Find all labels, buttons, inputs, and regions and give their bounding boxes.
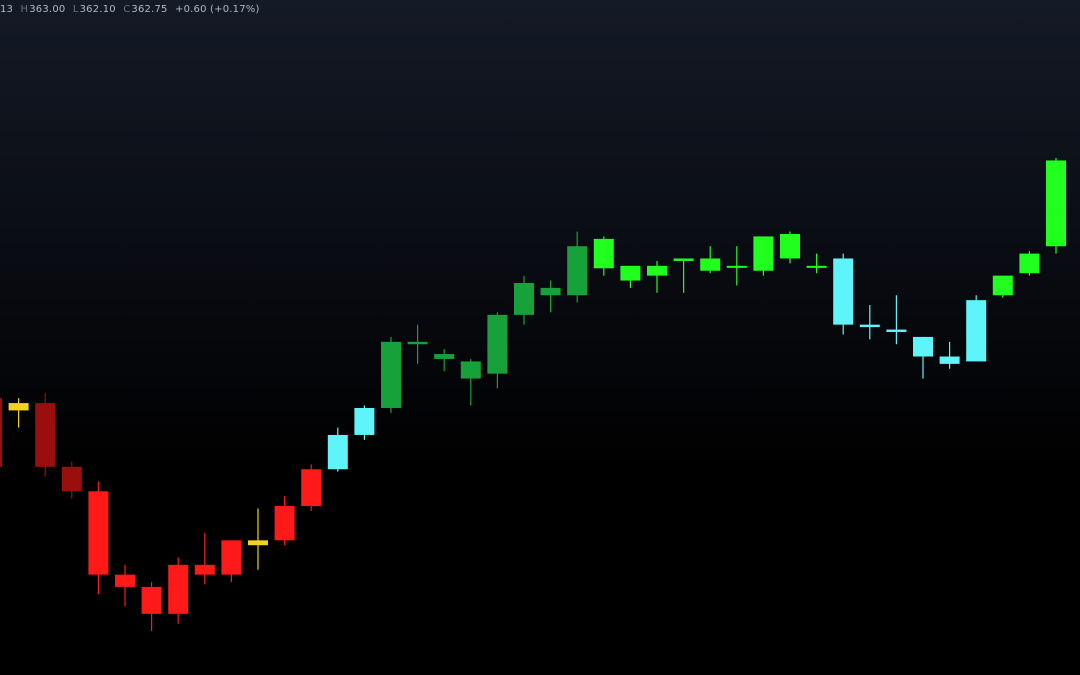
candle-body [88,491,109,575]
candle [0,398,2,467]
candle [301,464,322,511]
candle [886,295,907,345]
candle [274,496,295,546]
candle-body [301,469,322,507]
candle-body [992,275,1013,296]
candle [168,557,189,624]
candle [806,253,827,274]
candle-body [487,314,508,374]
candle [700,246,721,274]
candle-body [647,265,667,276]
high-value: 363.00 [29,4,66,15]
candle [567,231,588,303]
candle-body [913,336,933,357]
candle [913,336,933,379]
candle-body [540,287,561,296]
candle [487,312,508,389]
candle [221,540,242,582]
candle [833,253,854,335]
candle-body [407,341,428,345]
candle [434,349,455,372]
candle [35,393,56,477]
candle-body [0,398,2,467]
candle-body [806,265,827,268]
candle-body [939,356,960,364]
candle [726,246,747,286]
candle [327,427,348,472]
candle-body [886,329,907,333]
low-value: 362.10 [79,4,116,15]
close-value: 362.75 [131,4,168,15]
candle [381,336,401,413]
candle-body [354,407,375,435]
candle [620,265,641,288]
candle [939,341,960,369]
candle-body [700,258,721,271]
candle [593,236,614,276]
candle [992,275,1013,298]
candle-body [833,258,854,325]
candle [194,532,215,585]
candle-body [115,574,135,587]
high-label: H [20,4,29,15]
candle-body [61,466,82,492]
candle [673,258,694,293]
candle [141,581,162,631]
candle-body [620,265,641,281]
candle [753,236,774,276]
candle [460,358,481,406]
candle [1046,158,1066,254]
candle-body [593,238,614,269]
candle [859,305,880,340]
candle-body [460,361,481,379]
candle-body [753,236,774,271]
candle-body [141,586,162,614]
candle-body [35,403,56,467]
candle-body [514,282,534,315]
candle-body [327,434,348,470]
low-label: L [72,4,79,15]
candle-body [168,564,189,614]
candle-body [673,258,694,261]
candle-body [966,300,987,362]
change-value: +0.60 (+0.17%) [175,4,260,15]
candle [88,481,109,595]
candle [354,405,375,440]
candle-body [274,506,295,541]
candle [115,564,135,607]
candle [514,275,534,325]
candle-body [248,540,268,546]
candle [61,461,82,499]
candle [966,295,987,362]
candle-body [567,246,588,296]
candle [8,398,29,428]
candle-body [381,341,401,408]
candle-body [1019,253,1040,274]
candle [780,231,800,264]
candle-body [194,564,215,575]
candle-body [1046,160,1066,247]
candle-body [221,540,242,575]
candle-body [726,265,747,268]
open-value: 13 [0,4,14,15]
candle-body [780,233,800,259]
candle-body [8,403,29,411]
candle [1019,251,1040,276]
candle-body [859,324,880,328]
candle-body [434,354,455,359]
close-label: C [123,4,131,15]
candle [407,324,428,364]
ohlc-readout: 13 H363.00 L362.10 C362.75 +0.60 (+0.17%… [0,4,260,15]
candle [248,508,268,570]
candle [540,280,561,313]
candle [647,260,667,293]
